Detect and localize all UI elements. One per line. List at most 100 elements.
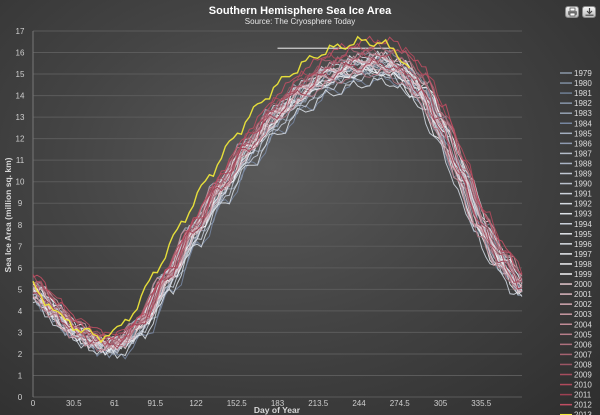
legend-label: 1981 bbox=[574, 89, 592, 98]
legend-label: 1988 bbox=[574, 159, 592, 168]
legend-label: 1986 bbox=[574, 139, 592, 148]
legend-label: 1991 bbox=[574, 190, 592, 199]
series-line-2007 bbox=[32, 41, 523, 345]
legend-label: 1984 bbox=[574, 119, 592, 128]
legend-label: 1995 bbox=[574, 230, 592, 239]
legend-item-2004[interactable]: 2004 bbox=[560, 320, 592, 329]
legend-item-2000[interactable]: 2000 bbox=[560, 280, 592, 289]
series-line-2006 bbox=[32, 67, 523, 352]
legend-item-2010[interactable]: 2010 bbox=[560, 381, 592, 390]
x-tick-label: 244 bbox=[352, 399, 366, 408]
legend-label: 2011 bbox=[574, 391, 592, 400]
series-lines bbox=[32, 35, 523, 360]
y-tick-label: 6 bbox=[18, 264, 23, 273]
legend-label: 1999 bbox=[574, 270, 592, 279]
legend-item-2009[interactable]: 2009 bbox=[560, 371, 592, 380]
chart-title: Southern Hemisphere Sea Ice Area bbox=[209, 5, 392, 17]
y-tick-label: 8 bbox=[18, 221, 23, 230]
legend-item-2002[interactable]: 2002 bbox=[560, 300, 592, 309]
series-line-2009 bbox=[32, 51, 523, 348]
legend-item-1992[interactable]: 1992 bbox=[560, 200, 592, 209]
legend-label: 1987 bbox=[574, 149, 592, 158]
legend-item-1991[interactable]: 1991 bbox=[560, 190, 592, 199]
legend-item-1983[interactable]: 1983 bbox=[560, 109, 592, 118]
legend-item-1999[interactable]: 1999 bbox=[560, 270, 592, 279]
y-tick-label: 12 bbox=[16, 135, 25, 144]
legend-item-1994[interactable]: 1994 bbox=[560, 220, 592, 229]
x-tick-label: 152.5 bbox=[227, 399, 248, 408]
legend-item-1981[interactable]: 1981 bbox=[560, 89, 592, 98]
legend-item-1995[interactable]: 1995 bbox=[560, 230, 592, 239]
legend-item-2001[interactable]: 2001 bbox=[560, 290, 592, 299]
x-tick-label: 183 bbox=[271, 399, 285, 408]
legend-item-2005[interactable]: 2005 bbox=[560, 330, 592, 339]
legend-label: 1982 bbox=[574, 99, 592, 108]
series-line-2004 bbox=[32, 57, 523, 351]
y-tick-label: 13 bbox=[16, 113, 25, 122]
legend-item-2013[interactable]: 2013 bbox=[560, 411, 592, 415]
legend-item-2012[interactable]: 2012 bbox=[560, 401, 592, 410]
y-tick-label: 1 bbox=[18, 371, 23, 380]
y-tick-label: 17 bbox=[16, 27, 25, 36]
legend-item-1984[interactable]: 1984 bbox=[560, 119, 592, 128]
legend-label: 1989 bbox=[574, 170, 592, 179]
x-tick-label: 335.5 bbox=[471, 399, 492, 408]
legend-label: 2012 bbox=[574, 401, 592, 410]
y-tick-label: 9 bbox=[18, 199, 23, 208]
y-axis-label: Sea Ice Area (million sq. km) bbox=[3, 157, 13, 272]
series-line-2011 bbox=[32, 56, 523, 350]
legend-item-1997[interactable]: 1997 bbox=[560, 250, 592, 259]
series-line-1980 bbox=[32, 56, 523, 346]
y-tick-label: 14 bbox=[16, 92, 25, 101]
x-tick-label: 305 bbox=[434, 399, 448, 408]
x-tick-label: 213.5 bbox=[308, 399, 329, 408]
legend-item-1980[interactable]: 1980 bbox=[560, 79, 592, 88]
y-tick-label: 15 bbox=[16, 70, 25, 79]
print-button[interactable] bbox=[565, 6, 579, 18]
x-tick-label: 61 bbox=[110, 399, 119, 408]
legend-label: 2008 bbox=[574, 360, 592, 369]
export-button[interactable] bbox=[582, 6, 596, 18]
series-line-2010 bbox=[32, 39, 523, 341]
legend-label: 1980 bbox=[574, 79, 592, 88]
x-tick-label: 0 bbox=[31, 399, 36, 408]
series-line-1991 bbox=[32, 51, 523, 350]
legend-item-1986[interactable]: 1986 bbox=[560, 139, 592, 148]
legend-item-1979[interactable]: 1979 bbox=[560, 69, 592, 78]
legend-label: 2002 bbox=[574, 300, 592, 309]
legend-label: 2007 bbox=[574, 350, 592, 359]
x-tick-label: 274.5 bbox=[390, 399, 411, 408]
series-line-2012 bbox=[32, 35, 523, 340]
legend-item-1990[interactable]: 1990 bbox=[560, 180, 592, 189]
y-tick-label: 4 bbox=[18, 307, 23, 316]
legend-item-1993[interactable]: 1993 bbox=[560, 210, 592, 219]
series-line-1995 bbox=[32, 55, 523, 346]
legend-item-2003[interactable]: 2003 bbox=[560, 310, 592, 319]
legend-label: 2005 bbox=[574, 330, 592, 339]
legend-item-1985[interactable]: 1985 bbox=[560, 129, 592, 138]
legend-item-1996[interactable]: 1996 bbox=[560, 240, 592, 249]
legend-label: 1993 bbox=[574, 210, 592, 219]
legend-item-1988[interactable]: 1988 bbox=[560, 159, 592, 168]
legend-label: 2001 bbox=[574, 290, 592, 299]
legend-item-2011[interactable]: 2011 bbox=[560, 391, 592, 400]
legend-item-2006[interactable]: 2006 bbox=[560, 340, 592, 349]
legend-item-2008[interactable]: 2008 bbox=[560, 360, 592, 369]
print-icon bbox=[568, 7, 577, 17]
legend-item-1982[interactable]: 1982 bbox=[560, 99, 592, 108]
legend-item-1998[interactable]: 1998 bbox=[560, 260, 592, 269]
legend[interactable]: 1979198019811982198319841985198619871988… bbox=[560, 69, 592, 415]
series-line-2005 bbox=[32, 47, 523, 348]
legend-label: 2000 bbox=[574, 280, 592, 289]
series-line-2000 bbox=[32, 58, 523, 351]
series-line-2002 bbox=[32, 55, 523, 353]
series-line-2008 bbox=[32, 48, 523, 346]
legend-item-2007[interactable]: 2007 bbox=[560, 350, 592, 359]
legend-item-1989[interactable]: 1989 bbox=[560, 170, 592, 179]
y-tick-label: 7 bbox=[18, 242, 23, 251]
y-tick-label: 5 bbox=[18, 285, 23, 294]
legend-item-1987[interactable]: 1987 bbox=[560, 149, 592, 158]
legend-label: 2009 bbox=[574, 371, 592, 380]
legend-label: 2006 bbox=[574, 340, 592, 349]
